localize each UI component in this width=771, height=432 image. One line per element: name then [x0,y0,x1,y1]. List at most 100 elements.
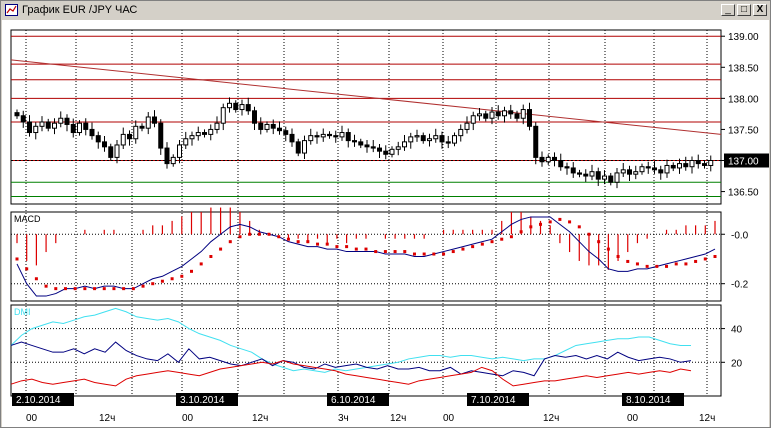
macd-signal-dot [422,252,426,256]
macd-signal-dot [277,235,281,239]
candle-body [45,121,51,129]
dmi-label: DMI [14,307,31,317]
candle-body [302,140,307,154]
candle-body [433,135,439,140]
candle-body [214,122,220,130]
macd-signal-dot [83,287,87,291]
candle-body [677,163,682,169]
trendline [10,59,722,135]
macd-signal-dot [684,262,688,266]
macd-signal-dot [209,255,213,258]
macd-signal-dot [73,287,77,291]
candle-body [202,132,207,135]
macd-signal-dot [34,277,38,281]
candle-body [402,141,407,148]
candle-body [308,135,314,142]
macd-signal-dot [122,287,126,291]
chart-canvas[interactable]: 139.00 138.50 138.00 137.50 136.50 137.00 MACD… [2,20,769,427]
title-bar[interactable]: График EUR /JPY ЧАС _ □ X [2,2,769,19]
candle-body [264,123,270,130]
candle-body [245,104,251,112]
candle-body [52,122,57,129]
macd-signal-dot [568,220,572,224]
candle-body [458,128,464,137]
macd-signal-dot [403,250,407,254]
macd-signal-dot [296,240,300,244]
macd-signal-dot [412,252,416,256]
price-tick-label: 139.00 [728,32,759,43]
current-price-label: 137.00 [728,157,759,168]
date-label: 3.10.2014 [180,395,225,406]
date-label: 8.10.2014 [626,395,671,406]
candle-body [664,164,670,174]
macd-signal-dot [170,277,174,281]
candle-body [108,146,114,158]
price-tick-label: 138.50 [728,63,759,74]
date-label-box [622,393,684,406]
macd-signal-dot [626,259,630,263]
macd-signal-dot [587,232,591,236]
date-label-box [327,393,389,406]
macd-signal-dot [15,257,19,261]
candle-body [595,171,601,180]
candle-body [33,125,39,134]
candle-body [477,113,482,117]
candle-body [558,160,564,168]
candle-body [608,175,614,183]
macd-panel [10,211,722,302]
candle-body [58,117,64,124]
chart-area[interactable]: 139.00 138.50 138.00 137.50 136.50 137.00 MACD… [2,20,769,427]
macd-signal-dot [519,230,523,234]
candle-body [20,115,26,123]
macd-signal-dot [442,252,446,256]
macd-signal-dot [306,240,310,244]
candle-body [627,169,632,175]
dmi-minus-di-line [10,360,692,387]
candle-body [283,130,289,135]
candle-body [377,147,382,152]
macd-signal-dot [112,287,116,291]
macd-signal-dot [354,247,358,251]
candle-body [620,169,626,174]
macd-signal-dot [141,284,145,288]
candle-body [39,121,45,127]
candle-body [83,122,89,130]
hour-label: 00 [443,413,455,424]
candle-body [370,146,376,149]
macd-signal-dot [694,259,698,263]
candle-body [14,112,20,117]
candle-body [352,140,357,143]
macd-label: MACD [14,214,41,224]
candle-body [483,113,489,119]
current-price-box [724,153,769,168]
macd-signal-dot [451,250,455,254]
candle-body [489,111,495,119]
macd-signal-dot [316,242,320,246]
hour-label: 12ч [699,413,715,424]
macd-signal-dot [190,269,193,273]
candle-body [120,133,126,146]
candle-body [258,122,264,130]
hour-label: 12ч [390,413,406,424]
candle-body [389,148,395,155]
macd-signal-dot [674,262,678,266]
dmi-panel [10,304,722,397]
dmi-tick-label: 40 [731,325,743,336]
maximize-button[interactable]: □ [737,4,751,16]
macd-tick-label: -0.2 [731,280,749,291]
macd-signal-dot [471,245,475,249]
candle-body [295,141,301,154]
macd-signal-dot [93,287,97,291]
macd-signal-dot [597,240,601,244]
macd-signal-dot [558,217,562,221]
macd-signal-dot [500,237,504,241]
minimize-button[interactable]: _ [721,4,735,16]
candle-body [552,156,557,161]
candle-body [127,133,132,140]
candle-body [102,141,107,148]
close-button[interactable]: X [753,4,767,16]
candle-body [652,167,657,171]
candle-body [252,110,257,124]
macd-signal-dot [102,287,106,291]
